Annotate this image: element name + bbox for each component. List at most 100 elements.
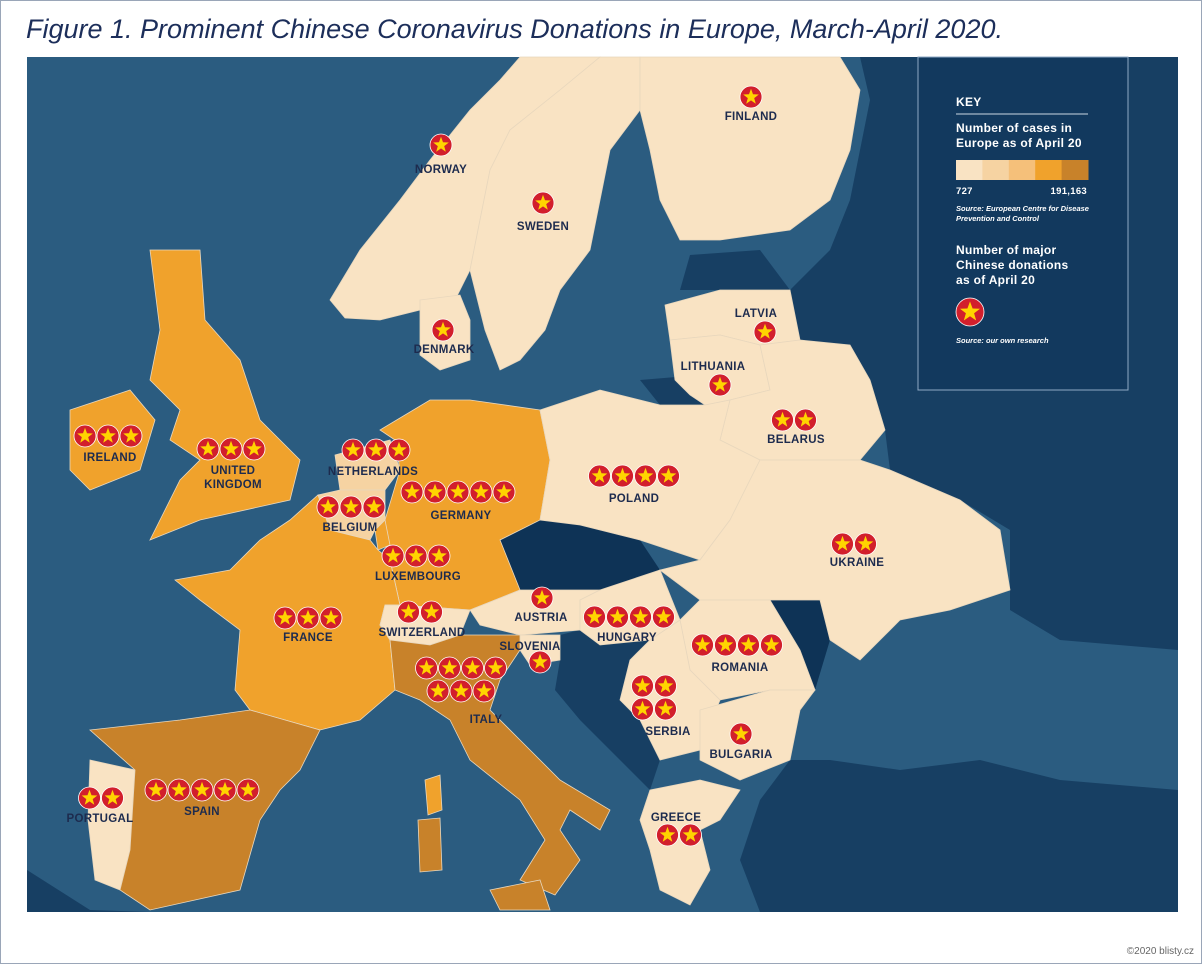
star-shape: [657, 700, 674, 716]
star-shape: [797, 411, 814, 427]
turkey: [740, 760, 1178, 912]
key-swatch: [982, 160, 1010, 180]
star-shape: [345, 441, 361, 457]
country-shape: [89, 709, 321, 911]
donation-star: [415, 656, 438, 680]
country-label: ITALY: [469, 714, 503, 726]
star-shape: [534, 589, 550, 605]
key-scale: [955, 160, 1089, 327]
donation-star: [461, 656, 484, 680]
donation-star: [423, 480, 447, 504]
star-shape: [464, 659, 481, 675]
star-shape: [740, 636, 757, 652]
key-cases-label: Number of cases in Europe as of April 20: [956, 121, 1082, 150]
donation-star: [316, 495, 340, 519]
country-label: NETHERLANDS: [327, 466, 419, 478]
donation-star: [583, 605, 606, 629]
donation-star: [101, 786, 124, 810]
donation-star: [631, 674, 654, 698]
donation-star: [492, 480, 516, 504]
star-shape: [427, 483, 443, 499]
star-shape: [712, 376, 728, 392]
country-shape: [374, 519, 391, 551]
key-donations-source: Source: our own research: [956, 336, 1049, 345]
country-label: LITHUANIA: [680, 361, 746, 373]
footer: ©2020 blisty.cz: [1126, 946, 1194, 957]
star-shape: [433, 136, 449, 152]
star-shape: [757, 323, 773, 339]
donation-star: [400, 480, 424, 504]
star-shape: [473, 483, 489, 499]
donation-star: [78, 786, 101, 810]
star-shape: [586, 608, 603, 624]
country-label: UKRAINE: [829, 557, 885, 569]
donation-star: [854, 532, 877, 556]
star-shape: [148, 781, 164, 797]
star-shape: [200, 440, 216, 456]
donation-star: [531, 191, 555, 215]
moldova: [770, 600, 830, 690]
donation-star: [631, 697, 654, 721]
star-shape: [763, 636, 780, 652]
donation-star: [691, 633, 714, 657]
country-shape: [489, 879, 551, 911]
donation-stars: [73, 85, 877, 847]
star-shape: [657, 677, 674, 693]
donation-star: [753, 320, 777, 344]
star-shape: [717, 636, 734, 652]
donation-star: [319, 606, 343, 630]
key-swatch: [1061, 160, 1089, 180]
donation-star: [242, 437, 266, 461]
star-shape: [430, 682, 446, 698]
star-shape: [655, 608, 672, 624]
country-label: LATVIA: [734, 308, 778, 320]
star-shape: [453, 682, 469, 698]
donation-star: [387, 438, 411, 462]
key-swatch: [1008, 160, 1036, 180]
donation-star: [771, 408, 794, 432]
star-shape: [77, 427, 93, 443]
star-shape: [385, 547, 401, 563]
donation-star: [296, 606, 320, 630]
donation-star: [955, 297, 985, 327]
title: Figure 1. Prominent Chinese Coronavirus …: [26, 14, 1003, 44]
donation-star: [737, 633, 760, 657]
star-shape: [634, 677, 651, 693]
star-shape: [634, 700, 651, 716]
donation-star: [364, 438, 388, 462]
donation-star: [654, 697, 677, 721]
donation-star: [449, 679, 473, 703]
star-shape: [431, 547, 447, 563]
donation-star: [427, 544, 451, 568]
donation-star: [381, 544, 405, 568]
donation-star: [652, 605, 675, 629]
key-box: [917, 56, 1129, 391]
donation-star: [196, 437, 220, 461]
donation-star: [167, 778, 191, 802]
star-shape: [418, 659, 435, 675]
key-swatch: [1035, 160, 1063, 180]
donation-star: [469, 480, 493, 504]
star-shape: [591, 467, 608, 483]
country-shape: [424, 774, 443, 816]
donation-star: [431, 318, 455, 342]
country-shape: [699, 689, 816, 781]
star-shape: [496, 483, 512, 499]
country-label: IRELAND: [83, 452, 137, 464]
key-scale-min: 727: [956, 186, 973, 197]
country-label: SERBIA: [645, 726, 691, 738]
key-background: [917, 56, 1129, 391]
country-label: GREECE: [650, 812, 702, 824]
country-label: BELGIUM: [322, 522, 378, 534]
country-label: AUSTRIA: [514, 612, 568, 624]
country-label: BELARUS: [767, 434, 825, 446]
donation-star: [273, 606, 297, 630]
star-shape: [368, 441, 384, 457]
star-shape: [435, 321, 451, 337]
key-heading: KEY: [956, 95, 982, 109]
donation-star: [429, 133, 453, 157]
country-label: DENMARK: [413, 344, 475, 356]
country-shape: [639, 56, 861, 241]
country-label: GERMANY: [430, 510, 492, 522]
country-label: POLAND: [608, 493, 660, 505]
